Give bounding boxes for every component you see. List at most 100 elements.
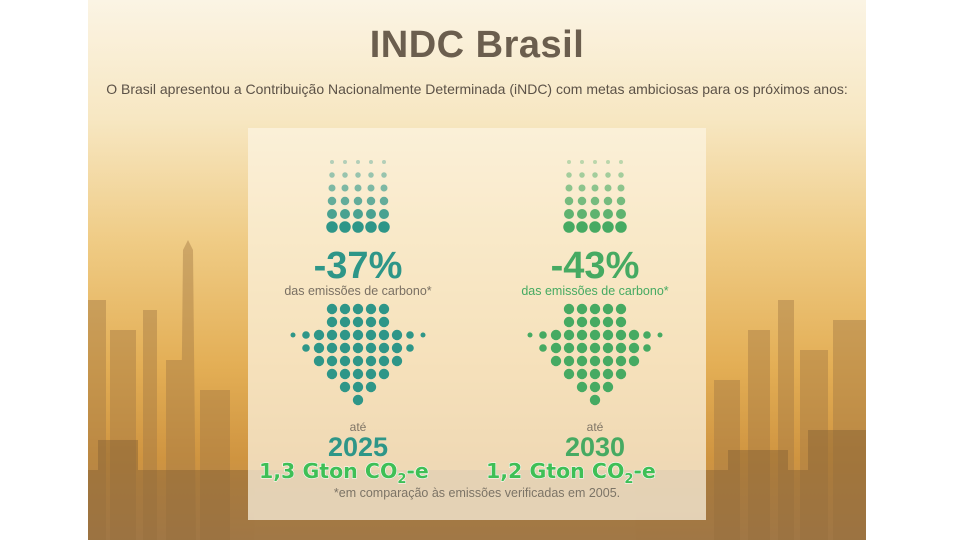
arrow-dot [354, 184, 362, 192]
arrow-dot [563, 329, 575, 341]
arrow-dot [589, 303, 601, 315]
arrow-dot [577, 209, 587, 219]
arrow-dot [378, 342, 390, 354]
arrow-dot [605, 172, 611, 178]
arrow-dot [339, 368, 351, 380]
emissions-2030-suffix: -e [633, 459, 656, 484]
reduction-2025: -37% [313, 245, 403, 287]
arrow-dot [340, 209, 350, 219]
emissions-2025: 1,3 Gton CO2-e [258, 459, 429, 488]
arrow-dot [406, 331, 414, 339]
arrow-dot [339, 342, 351, 354]
arrow-bottom-dots-icon [527, 303, 663, 406]
arrow-dot [340, 196, 350, 206]
arrow-dot [368, 172, 374, 178]
reduction-2030: -43% [550, 245, 640, 287]
arrow-dot [628, 329, 640, 341]
arrow-dot [352, 316, 364, 328]
arrow-dot [326, 329, 338, 341]
arrow-dot [606, 160, 610, 164]
arrow-dot [589, 316, 601, 328]
arrow-dot [329, 172, 335, 178]
arrow-dot [352, 355, 364, 367]
arrow-dot [602, 355, 614, 367]
emissions-2030: 1,2 Gton CO2-e [485, 459, 656, 488]
arrow-dot [365, 381, 377, 393]
arrow-dot [580, 160, 584, 164]
arrow-dot [352, 381, 364, 393]
arrow-dot [379, 196, 389, 206]
arrow-dot [590, 196, 600, 206]
arrow-dot [369, 160, 373, 164]
arrow-dot [379, 209, 389, 219]
arrow-dot [576, 342, 588, 354]
arrow-dot [365, 368, 377, 380]
arrow-dot [615, 221, 627, 233]
arrow-dot [604, 184, 612, 192]
arrow-dot [589, 381, 601, 393]
arrow-dot [381, 172, 387, 178]
arrow-dot [352, 303, 364, 315]
arrow-dot [327, 209, 337, 219]
description-2030: das emissões de carbono* [521, 284, 669, 298]
arrow-dot [382, 160, 386, 164]
year-2030: 2030 [564, 432, 626, 462]
arrow-dot [615, 368, 627, 380]
arrow-dot [352, 329, 364, 341]
page-title: INDC Brasil [369, 24, 585, 66]
emissions-2030-subscript: 2 [624, 472, 634, 488]
arrow-dot [589, 355, 601, 367]
arrow-dot [550, 329, 562, 341]
arrow-dot [366, 209, 376, 219]
arrow-dot [566, 172, 572, 178]
arrow-dot [615, 342, 627, 354]
arrow-dot [355, 172, 361, 178]
arrow-dot [353, 209, 363, 219]
arrow-dot [352, 221, 364, 233]
arrow-dot [565, 184, 573, 192]
arrow-dot [343, 160, 347, 164]
arrow-dot [577, 196, 587, 206]
arrow-dot [352, 342, 364, 354]
arrow-dot [550, 342, 562, 354]
arrow-dot [539, 331, 547, 339]
emissions-2025-suffix: -e [406, 459, 429, 484]
arrow-dot [615, 355, 627, 367]
arrow-dot [628, 355, 640, 367]
arrow-dot [366, 196, 376, 206]
arrow-dot [378, 368, 390, 380]
arrow-dot [602, 303, 614, 315]
arrow-dot [356, 160, 360, 164]
arrow-dot [563, 342, 575, 354]
arrow-dot [615, 303, 627, 315]
arrow-dot [406, 344, 414, 352]
arrow-dot [339, 316, 351, 328]
arrow-dot [602, 221, 614, 233]
arrow-dot [539, 344, 547, 352]
arrow-dot [339, 303, 351, 315]
arrow-dot [378, 329, 390, 341]
arrow-dot [563, 316, 575, 328]
arrow-dot [590, 209, 600, 219]
arrow-dot [563, 368, 575, 380]
arrow-dot [564, 196, 574, 206]
slide: INDC Brasil O Brasil apresentou a Contri… [88, 0, 866, 540]
arrow-dot [365, 303, 377, 315]
arrow-dot [602, 316, 614, 328]
arrow-dot [589, 394, 601, 406]
arrow-dot [313, 342, 325, 354]
arrow-dot [330, 160, 334, 164]
arrow-dot [290, 332, 296, 338]
arrow-dot [616, 196, 626, 206]
arrow-dot [615, 316, 627, 328]
arrow-dot [391, 329, 403, 341]
arrow-dot [589, 329, 601, 341]
arrow-dot [378, 303, 390, 315]
arrow-dot [563, 221, 575, 233]
until-label-2025: até [349, 420, 367, 434]
arrow-dot [589, 368, 601, 380]
arrow-dot [365, 316, 377, 328]
arrow-dot [302, 331, 310, 339]
arrow-dot [576, 303, 588, 315]
arrow-dot [550, 355, 562, 367]
